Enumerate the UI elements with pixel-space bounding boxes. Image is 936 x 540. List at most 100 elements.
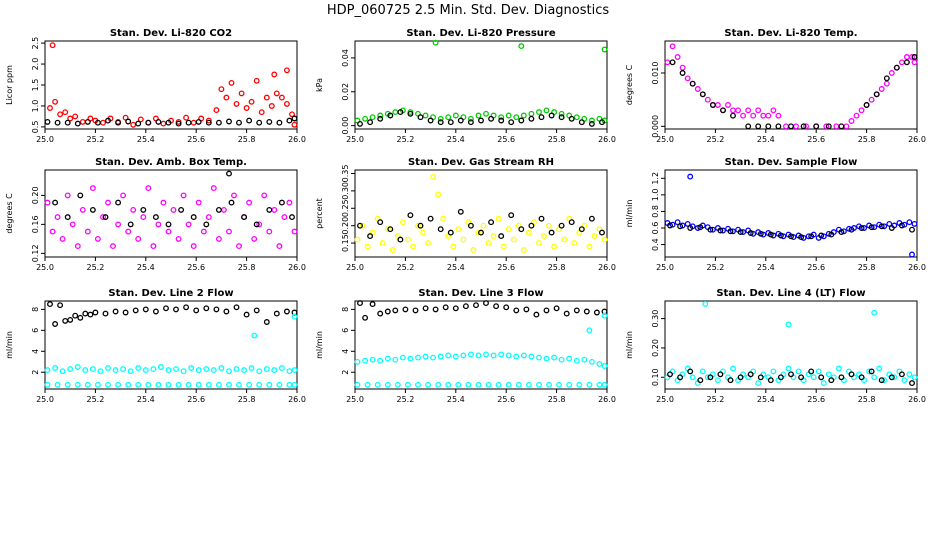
y-tick-label: 0.6	[651, 222, 660, 235]
data-point	[137, 116, 144, 123]
data-point	[868, 224, 875, 231]
data-point	[236, 119, 242, 126]
data-point	[195, 367, 202, 374]
data-point	[115, 119, 122, 126]
data-point	[145, 185, 152, 192]
data-point	[578, 226, 585, 233]
data-point	[233, 366, 240, 373]
data-point	[205, 381, 212, 388]
data-series	[354, 351, 608, 369]
data-point	[515, 381, 522, 388]
data-point	[266, 118, 273, 125]
data-point	[415, 381, 421, 388]
data-point	[876, 365, 883, 372]
chart-panel: Stan. Dev. Gas Stream RH 25.0 25.2 25.4 25.6…	[315, 157, 616, 272]
data-series	[47, 301, 298, 327]
data-point	[679, 64, 686, 71]
data-point	[387, 226, 394, 233]
y-tick-label: 4	[31, 349, 40, 354]
data-point	[52, 98, 59, 105]
data-point	[87, 311, 94, 318]
data-point	[74, 364, 81, 370]
data-point	[52, 365, 59, 371]
data-point	[49, 228, 56, 235]
data-point	[498, 351, 505, 358]
chart-panel: Stan. Dev. Amb. Box Temp. 25.0 25.2 25.4 25.…	[5, 157, 306, 272]
data-point	[213, 107, 220, 114]
data-point	[74, 120, 81, 127]
data-point	[505, 112, 512, 119]
chart-panel: Stan. Dev. Li-820 CO2 25.0 25.2 25.4 25.6 25.…	[5, 28, 306, 144]
x-tick-label: 25.8	[858, 395, 876, 404]
data-point	[289, 111, 295, 118]
data-point	[175, 235, 182, 242]
data-point	[520, 112, 527, 119]
panel-title: Stan. Dev. Gas Stream RH	[408, 157, 554, 168]
data-series	[354, 381, 608, 388]
data-point	[354, 381, 361, 388]
plot-frame	[354, 300, 608, 390]
data-point	[432, 306, 439, 313]
x-tick-label: 25.8	[858, 135, 876, 144]
data-point	[384, 308, 391, 315]
data-point	[407, 212, 414, 219]
data-point	[730, 365, 736, 372]
data-point	[495, 381, 502, 388]
data-point	[422, 353, 429, 360]
data-point	[588, 120, 595, 127]
data-point	[82, 367, 89, 374]
data-point	[57, 111, 64, 118]
x-tick-label: 25.2	[706, 395, 724, 404]
data-point	[178, 206, 185, 213]
data-point	[664, 59, 671, 66]
data-point	[777, 232, 784, 239]
data-point	[354, 358, 361, 365]
data-point	[699, 91, 706, 98]
data-point	[765, 112, 772, 119]
data-point	[49, 42, 56, 49]
data-point	[568, 219, 575, 226]
data-point	[838, 374, 845, 381]
x-tick-label: 25.0	[346, 395, 364, 404]
data-point	[180, 192, 187, 199]
data-series	[49, 42, 290, 78]
data-point	[64, 214, 71, 221]
data-point	[283, 308, 290, 315]
y-tick-label: 2	[31, 370, 40, 375]
data-point	[289, 214, 295, 221]
data-point	[898, 59, 905, 66]
data-point	[135, 235, 142, 242]
data-point	[755, 380, 762, 387]
data-point	[546, 381, 552, 388]
data-point	[883, 80, 890, 87]
data-point	[783, 123, 789, 130]
data-point	[218, 365, 225, 371]
data-point	[251, 235, 258, 242]
data-point	[57, 302, 64, 309]
plot-frame	[664, 300, 918, 390]
data-point	[445, 352, 452, 359]
data-point	[69, 221, 76, 228]
data-point	[838, 123, 845, 130]
y-tick-label: 0.010	[651, 62, 660, 85]
data-point	[105, 381, 111, 388]
data-point	[901, 377, 908, 384]
data-point	[89, 185, 96, 192]
data-point	[709, 226, 716, 233]
data-point	[447, 119, 454, 126]
y-tick-label: 0.12	[31, 244, 40, 262]
y-tick-label: 0.5	[31, 121, 40, 134]
data-point	[467, 115, 474, 122]
data-point	[130, 121, 137, 128]
y-tick-label: 2	[341, 370, 350, 375]
data-point	[195, 381, 202, 388]
data-point	[588, 215, 595, 222]
data-point	[354, 236, 361, 243]
panel-title: Stan. Dev. Line 2 Flow	[108, 288, 233, 299]
data-point	[727, 228, 734, 235]
data-point	[909, 251, 915, 258]
data-point	[891, 374, 898, 381]
data-point	[273, 310, 280, 317]
data-point	[473, 302, 479, 309]
data-point	[392, 109, 399, 116]
